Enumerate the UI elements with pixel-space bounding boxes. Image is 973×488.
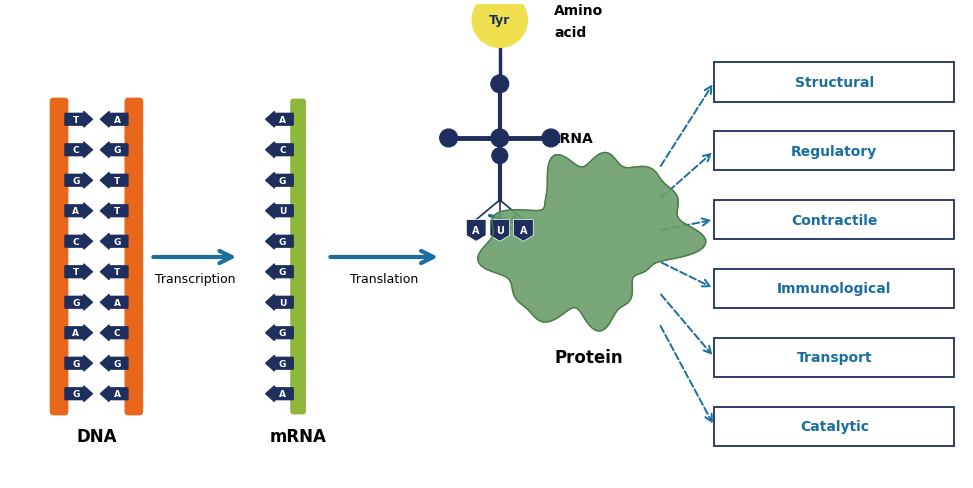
Text: C: C xyxy=(279,146,286,155)
Text: T: T xyxy=(73,268,79,277)
Text: G: G xyxy=(278,328,286,338)
Text: C: C xyxy=(114,328,121,338)
FancyArrow shape xyxy=(65,356,92,371)
FancyArrow shape xyxy=(100,112,127,128)
Text: G: G xyxy=(278,176,286,185)
Text: Tyr: Tyr xyxy=(489,14,511,27)
FancyArrow shape xyxy=(65,295,92,310)
Text: Structural: Structural xyxy=(795,76,874,90)
FancyBboxPatch shape xyxy=(50,99,68,415)
Text: A: A xyxy=(114,389,121,398)
Text: U: U xyxy=(278,298,286,307)
FancyArrow shape xyxy=(266,173,293,189)
Text: G: G xyxy=(278,359,286,368)
FancyArrow shape xyxy=(100,203,127,219)
Text: Translation: Translation xyxy=(349,273,417,285)
FancyArrow shape xyxy=(266,142,293,158)
Text: T: T xyxy=(114,207,121,216)
Polygon shape xyxy=(514,220,533,242)
Text: T: T xyxy=(73,116,79,124)
FancyArrow shape xyxy=(65,264,92,280)
Text: A: A xyxy=(114,298,121,307)
Text: T: T xyxy=(114,268,121,277)
Text: A: A xyxy=(72,207,79,216)
FancyBboxPatch shape xyxy=(714,201,955,240)
FancyArrow shape xyxy=(266,386,293,402)
Text: A: A xyxy=(72,328,79,338)
Text: G: G xyxy=(72,176,80,185)
Text: Protein: Protein xyxy=(554,348,623,366)
FancyBboxPatch shape xyxy=(290,100,306,414)
Text: tRNA: tRNA xyxy=(554,132,594,145)
Text: A: A xyxy=(114,116,121,124)
Text: G: G xyxy=(72,298,80,307)
FancyBboxPatch shape xyxy=(714,269,955,308)
FancyArrow shape xyxy=(266,264,293,280)
FancyArrow shape xyxy=(65,203,92,219)
FancyArrow shape xyxy=(100,264,127,280)
FancyArrow shape xyxy=(100,173,127,189)
FancyBboxPatch shape xyxy=(714,132,955,171)
FancyArrow shape xyxy=(65,325,92,341)
FancyBboxPatch shape xyxy=(125,99,143,415)
Text: Amino: Amino xyxy=(554,4,603,18)
Text: T: T xyxy=(114,176,121,185)
FancyArrow shape xyxy=(266,325,293,341)
Text: Contractile: Contractile xyxy=(791,213,878,227)
Text: G: G xyxy=(72,359,80,368)
FancyArrow shape xyxy=(100,356,127,371)
FancyArrow shape xyxy=(266,112,293,128)
Text: U: U xyxy=(496,226,504,236)
Text: G: G xyxy=(114,359,121,368)
Text: G: G xyxy=(278,237,286,246)
FancyBboxPatch shape xyxy=(714,338,955,377)
FancyArrow shape xyxy=(65,112,92,128)
FancyArrow shape xyxy=(266,203,293,219)
Polygon shape xyxy=(478,153,705,331)
Text: DNA: DNA xyxy=(76,427,117,445)
Text: A: A xyxy=(473,226,480,236)
FancyArrow shape xyxy=(266,234,293,249)
FancyArrow shape xyxy=(266,356,293,371)
Text: Transport: Transport xyxy=(797,350,872,365)
Text: C: C xyxy=(72,237,79,246)
FancyArrow shape xyxy=(266,295,293,310)
FancyArrow shape xyxy=(65,386,92,402)
FancyArrow shape xyxy=(100,234,127,249)
Circle shape xyxy=(491,76,509,94)
Text: G: G xyxy=(72,389,80,398)
Text: A: A xyxy=(279,389,286,398)
Circle shape xyxy=(472,0,527,48)
Text: Immunological: Immunological xyxy=(777,282,891,296)
FancyArrow shape xyxy=(100,295,127,310)
FancyArrow shape xyxy=(100,325,127,341)
Polygon shape xyxy=(466,220,486,242)
Text: U: U xyxy=(278,207,286,216)
FancyArrow shape xyxy=(65,142,92,158)
Circle shape xyxy=(440,130,457,147)
Polygon shape xyxy=(490,220,510,242)
Text: G: G xyxy=(114,237,121,246)
Text: Regulatory: Regulatory xyxy=(791,144,878,159)
Text: C: C xyxy=(72,146,79,155)
FancyArrow shape xyxy=(65,173,92,189)
Text: acid: acid xyxy=(554,26,586,40)
Text: A: A xyxy=(279,116,286,124)
FancyArrow shape xyxy=(65,234,92,249)
FancyBboxPatch shape xyxy=(714,63,955,102)
Text: G: G xyxy=(278,268,286,277)
FancyArrow shape xyxy=(100,142,127,158)
Text: Catalytic: Catalytic xyxy=(800,419,869,433)
Circle shape xyxy=(542,130,559,147)
FancyArrow shape xyxy=(100,386,127,402)
Circle shape xyxy=(491,130,509,147)
Text: G: G xyxy=(114,146,121,155)
Text: A: A xyxy=(520,226,527,236)
Text: mRNA: mRNA xyxy=(270,427,327,445)
FancyBboxPatch shape xyxy=(714,407,955,446)
Circle shape xyxy=(492,148,508,164)
Text: Transcription: Transcription xyxy=(155,273,235,285)
